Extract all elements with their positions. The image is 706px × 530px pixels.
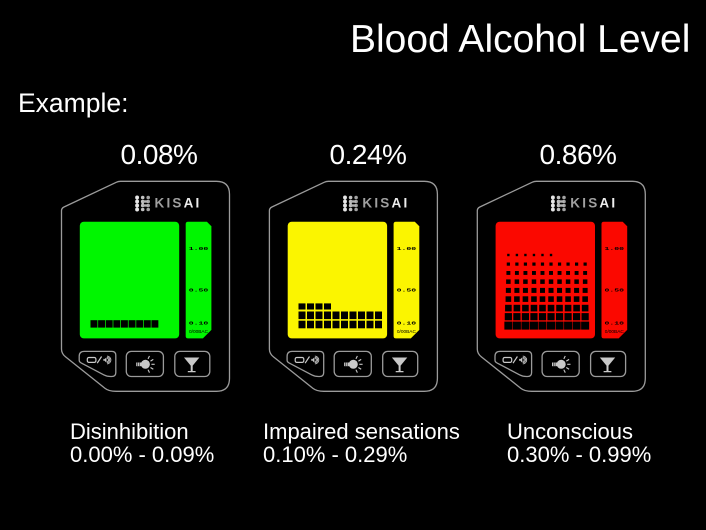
svg-text:0/00BAC: 0/00BAC	[397, 329, 416, 334]
svg-text:0.10: 0.10	[189, 321, 209, 327]
svg-text:0.50: 0.50	[397, 288, 417, 294]
svg-text:0.10: 0.10	[397, 321, 417, 327]
svg-text:0.50: 0.50	[189, 288, 209, 294]
svg-text:0.10: 0.10	[605, 321, 625, 327]
svg-text:0/00BAC: 0/00BAC	[605, 329, 624, 334]
svg-text:0/00BAC: 0/00BAC	[189, 329, 208, 334]
svg-text:1.00: 1.00	[397, 246, 417, 252]
svg-text:1.00: 1.00	[605, 246, 625, 252]
svg-text:0.50: 0.50	[605, 288, 625, 294]
svg-text:1.00: 1.00	[189, 246, 209, 252]
